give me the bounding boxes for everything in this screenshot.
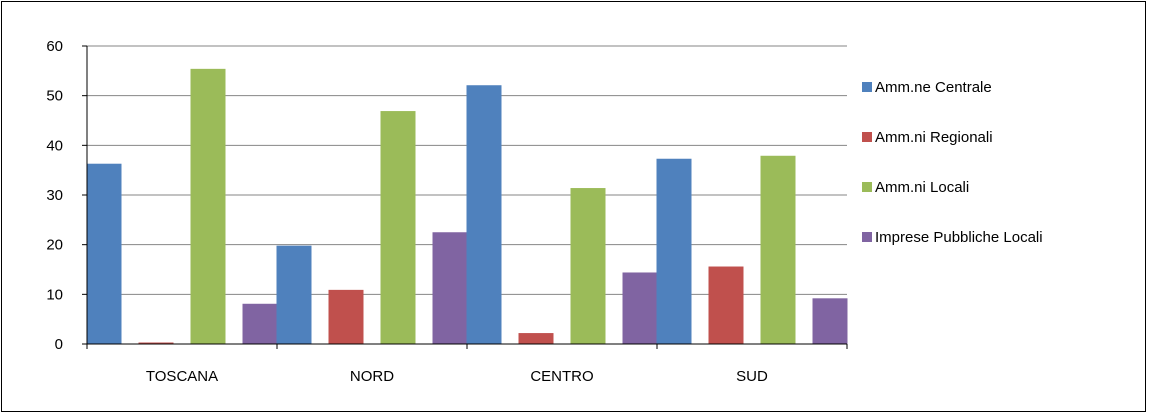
bar [242, 303, 278, 344]
bar [466, 85, 502, 344]
y-tick-label: 20 [46, 237, 63, 254]
x-tick-label: CENTRO [530, 368, 593, 385]
y-tick-label: 10 [46, 286, 63, 303]
x-tick-label: TOSCANA [146, 368, 218, 385]
bars [86, 68, 848, 345]
bar [760, 155, 796, 344]
y-tick-label: 50 [46, 88, 63, 105]
bar [190, 68, 226, 344]
legend-label: Amm.ni Regionali [875, 129, 993, 146]
bar [812, 298, 848, 344]
bar [518, 333, 554, 344]
legend-label: Amm.ni Locali [875, 179, 969, 196]
legend-swatch [862, 82, 872, 92]
bar [708, 266, 744, 344]
x-tick-labels: TOSCANA NORD CENTRO SUD [146, 368, 768, 385]
x-tick-label: SUD [736, 368, 768, 385]
bar [570, 188, 606, 344]
y-tick-label: 60 [46, 38, 63, 55]
bar [138, 342, 174, 344]
y-tick-label: 0 [55, 336, 63, 353]
legend-label: Amm.ne Centrale [875, 79, 992, 96]
bar [432, 232, 468, 344]
bar [380, 111, 416, 345]
bar [656, 158, 692, 344]
legend-swatch [862, 132, 872, 142]
legend-label: Imprese Pubbliche Locali [875, 229, 1043, 246]
legend: Amm.ne Centrale Amm.ni Regionali Amm.ni Lo… [862, 79, 1043, 246]
y-tick-label: 40 [46, 137, 63, 154]
y-tick-label: 30 [46, 187, 63, 204]
bar [328, 289, 364, 344]
bar [622, 272, 658, 344]
y-tick-labels: 0 10 20 30 40 50 60 [46, 38, 63, 353]
bar [86, 163, 122, 344]
x-tick-label: NORD [350, 368, 394, 385]
axes [82, 45, 848, 349]
legend-swatch [862, 182, 872, 192]
legend-swatch [862, 232, 872, 242]
bar [276, 245, 312, 344]
